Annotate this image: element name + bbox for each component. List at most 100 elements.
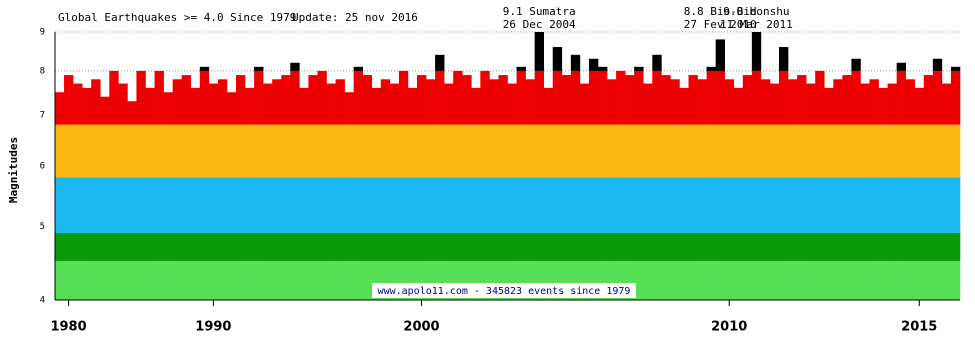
bar-segment	[136, 124, 146, 178]
bar-segment	[579, 261, 590, 300]
bar-segment	[769, 83, 780, 125]
bar-segment	[254, 232, 264, 262]
bar-segment	[534, 70, 544, 125]
bar-segment	[172, 79, 182, 125]
bar-segment	[751, 261, 762, 300]
bar-segment	[145, 87, 155, 125]
bar-segment	[806, 232, 816, 262]
bar-segment	[281, 75, 291, 125]
bar-segment	[507, 83, 517, 125]
bar-segment	[82, 261, 92, 300]
bar-segment	[706, 261, 716, 300]
bar-segment	[254, 177, 264, 233]
bar-segment	[806, 261, 816, 300]
bar-segment	[923, 124, 934, 178]
bar-segment	[64, 177, 74, 233]
y-tick-label: 7	[40, 111, 45, 121]
bar-segment	[932, 177, 943, 233]
bar-segment	[570, 124, 581, 178]
bar-segment	[706, 70, 716, 125]
bar-segment	[55, 124, 65, 178]
bar-segment	[688, 261, 698, 300]
y-axis-label: Magnitudes	[7, 137, 20, 203]
bar-segment	[335, 79, 345, 125]
bar-segment	[398, 232, 409, 262]
x-tick-label: 2015	[901, 320, 937, 335]
bar-segment	[806, 83, 816, 125]
bar-segment	[407, 124, 418, 178]
bar-segment	[769, 177, 780, 233]
bar-segment	[950, 232, 961, 262]
bar-segment	[914, 87, 925, 125]
bar-segment	[73, 124, 83, 178]
bar-segment	[480, 70, 490, 125]
bar-segment	[272, 79, 282, 125]
bar-segment	[842, 261, 852, 300]
bar-segment	[272, 261, 282, 300]
bar-segment	[335, 177, 345, 233]
bar-segment	[181, 177, 192, 233]
bar-segment	[543, 124, 554, 178]
chart-subtitle: Update: 25 nov 2016	[292, 11, 418, 24]
bar-segment	[100, 261, 110, 300]
bar-segment	[561, 177, 572, 233]
bar-segment	[543, 177, 554, 233]
x-tick-label: 1990	[195, 320, 231, 335]
bar-segment	[751, 70, 762, 125]
bar-segment	[543, 261, 554, 300]
bar-segment	[751, 232, 762, 262]
bar-segment	[471, 232, 481, 262]
bar-segment	[525, 177, 535, 233]
bar-segment	[380, 124, 391, 178]
bar-segment	[552, 232, 563, 262]
bar-segment	[190, 261, 201, 300]
bar-segment	[109, 177, 119, 233]
bar-segment	[353, 177, 363, 233]
bar-segment	[398, 124, 409, 178]
bar-segment	[760, 261, 771, 300]
bar-segment	[779, 47, 789, 71]
bar-segment	[525, 79, 535, 125]
bar-segment	[905, 79, 916, 125]
bar-segment	[308, 75, 318, 125]
bar-segment	[543, 232, 554, 262]
bar-segment	[498, 232, 508, 262]
bar-segment	[362, 261, 373, 300]
bar-segment	[932, 232, 943, 262]
bar-segment	[570, 54, 581, 71]
bar-segment	[706, 66, 716, 71]
bar-segment	[317, 70, 327, 125]
bar-segment	[444, 177, 454, 233]
bar-segment	[489, 232, 499, 262]
bar-segment	[507, 232, 517, 262]
bar-segment	[806, 177, 816, 233]
bar-segment	[444, 83, 454, 125]
bar-segment	[109, 124, 119, 178]
bar-segment	[833, 177, 843, 233]
bar-segment	[353, 70, 363, 125]
bar-segment	[724, 177, 735, 233]
bar-segment	[245, 177, 255, 233]
bar-segment	[480, 177, 490, 233]
bar-segment	[688, 75, 698, 125]
bar-segment	[317, 177, 327, 233]
bar-segment	[923, 232, 934, 262]
bar-segment	[760, 124, 771, 178]
bar-segment	[109, 70, 119, 125]
bar-segment	[172, 261, 182, 300]
bar-segment	[435, 124, 445, 178]
bar-segment	[127, 101, 137, 125]
bar-segment	[64, 75, 74, 125]
bar-segment	[788, 124, 798, 178]
bar-segment	[290, 124, 300, 178]
bar-segment	[851, 124, 861, 178]
bar-segment	[417, 75, 427, 125]
bar-segment	[634, 66, 644, 71]
bar-segment	[353, 261, 363, 300]
bar-segment	[706, 177, 716, 233]
bar-segment	[896, 261, 906, 300]
bar-segment	[715, 70, 725, 125]
bar-segment	[715, 124, 725, 178]
bar-segment	[607, 177, 617, 233]
bar-segment	[91, 261, 101, 300]
